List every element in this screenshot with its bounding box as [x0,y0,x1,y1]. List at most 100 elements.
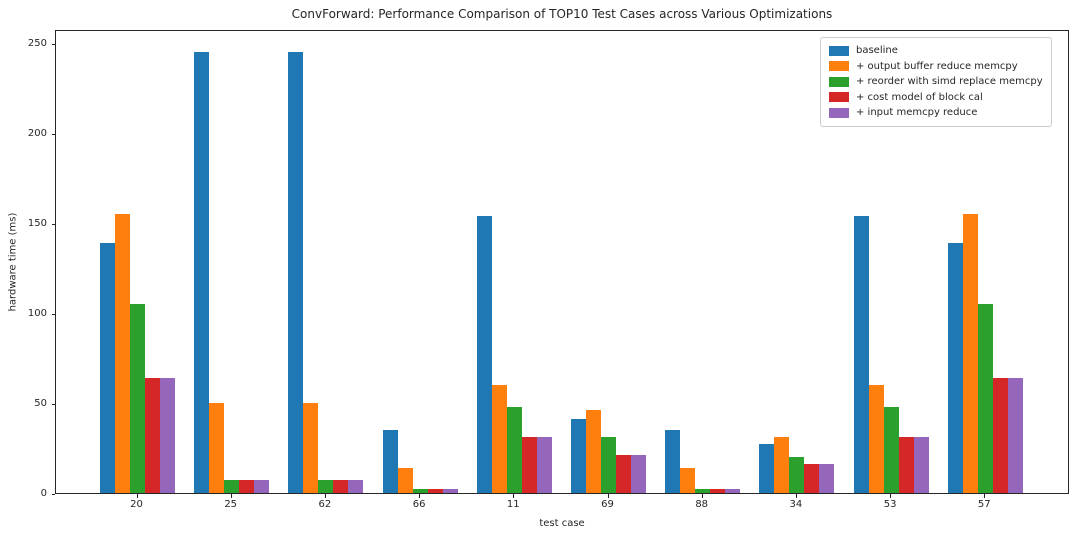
bar [774,437,790,493]
legend-item: + output buffer reduce memcpy [829,59,1043,75]
x-tick-label: 66 [412,499,426,510]
x-tick-label: 53 [883,499,897,510]
bar [382,430,398,493]
legend-label: + reorder with simd replace memcpy [856,76,1043,88]
bar [254,480,270,493]
legend: baseline + output buffer reduce memcpy + r… [820,37,1052,127]
bar [303,403,319,493]
x-tick-mark [136,494,138,498]
x-tick-mark [513,494,515,498]
y-tick-label: 250 [27,38,47,50]
bar [804,464,820,493]
bar [288,52,304,493]
y-tick-mark [51,44,55,46]
legend-swatch [829,45,849,56]
y-tick-label: 150 [27,218,47,230]
bar [427,489,443,493]
x-tick-label: 88 [695,499,709,510]
y-tick-mark [51,134,55,136]
bar [665,430,681,493]
bar [348,480,364,493]
bar [868,385,884,493]
bar [631,455,646,493]
bar [145,377,160,493]
plot-area: baseline + output buffer reduce memcpy + r… [55,30,1069,494]
legend-item: baseline [829,43,1043,59]
bar [115,214,130,493]
bar [913,437,929,493]
legend-label: baseline [856,45,898,57]
y-axis-label: hardware time (ms) [7,212,19,312]
bar [209,403,225,493]
bar [601,437,616,493]
x-tick-mark [324,494,326,498]
legend-swatch [829,76,849,87]
bar [100,243,115,493]
bars-layer [56,31,1068,493]
bar [695,489,711,493]
bar [224,480,240,493]
bar [442,489,458,493]
bar [586,410,601,493]
x-tick-label: 34 [789,499,803,510]
x-tick-label: 25 [224,499,238,510]
bar [476,216,492,493]
x-axis-label: test case [539,518,585,529]
bar [947,243,963,493]
x-tick-mark [984,494,986,498]
bar [506,406,522,493]
chart-title: ConvForward: Performance Comparison of T… [291,7,833,21]
bar [962,214,978,493]
bar [680,467,696,493]
bar [571,419,586,493]
bar [853,216,869,493]
bar [333,480,349,493]
bar [536,437,552,493]
x-tick-label: 62 [318,499,332,510]
x-tick-mark [607,494,609,498]
bar [160,377,175,493]
y-tick-label: 50 [34,398,47,410]
x-tick-label: 69 [601,499,614,510]
bar [819,464,835,493]
y-tick-mark [51,224,55,226]
bar [725,489,741,493]
bar [521,437,537,493]
x-tick-label: 57 [977,499,991,510]
bar [616,455,631,493]
bar [977,304,993,493]
legend-label: + output buffer reduce memcpy [856,60,1018,72]
x-tick-mark [890,494,892,498]
bar [239,480,255,493]
y-tick-label: 200 [27,128,47,140]
x-tick-label: 11 [506,499,520,510]
legend-label: + input memcpy reduce [856,107,978,119]
x-tick-label: 20 [130,499,143,510]
legend-label: + cost model of block cal [856,91,983,103]
bar [491,385,507,493]
y-tick-label: 100 [27,308,47,320]
bar [130,304,145,493]
bar [759,444,775,493]
legend-item: + input memcpy reduce [829,105,1043,121]
bar [710,489,726,493]
y-tick-label: 0 [40,488,47,499]
legend-swatch [829,92,849,103]
y-tick-mark [51,494,55,495]
bar [1007,377,1023,493]
x-tick-mark [230,494,232,498]
bar [318,480,334,493]
bar [883,406,899,493]
legend-swatch [829,61,849,72]
bar [898,437,914,493]
legend-swatch [829,107,849,118]
legend-item: + reorder with simd replace memcpy [829,74,1043,90]
y-tick-mark [51,314,55,316]
x-tick-mark [701,494,703,498]
bar [397,467,413,493]
bar [194,52,210,493]
x-tick-mark [795,494,797,498]
legend-item: + cost model of block cal [829,90,1043,106]
bar [992,377,1008,493]
